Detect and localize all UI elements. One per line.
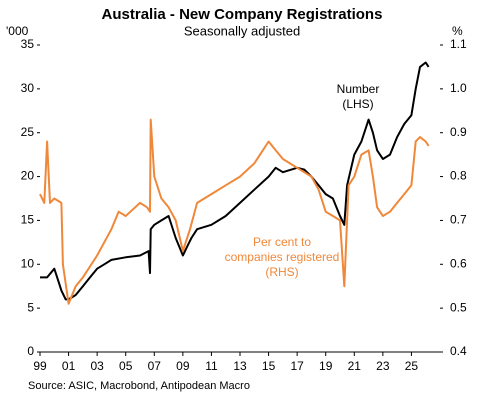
x-tick-label: 23 <box>376 359 390 373</box>
y-tick-label: 0 <box>27 344 34 358</box>
line-series <box>39 118 430 305</box>
y-tick-label: 15 <box>21 213 35 227</box>
x-tick-label: 01 <box>62 359 76 373</box>
y2-tick-label: 0.4 <box>450 344 467 358</box>
annotation: Number <box>337 82 380 96</box>
x-tick-label: 03 <box>90 359 104 373</box>
y2-tick-label: 0.9 <box>450 125 467 139</box>
source: Source: ASIC, Macrobond, Antipodean Macr… <box>28 380 250 392</box>
x-tick-label: 09 <box>176 359 190 373</box>
x-tick-label: 07 <box>148 359 162 373</box>
y2-tick-label: 1.1 <box>450 37 467 51</box>
chart-title: Australia - New Company Registrations <box>102 6 383 23</box>
y-tick-label: 10 <box>21 256 35 270</box>
x-tick-label: 15 <box>262 359 276 373</box>
y2-unit: % <box>452 24 463 38</box>
x-tick-label: 25 <box>405 359 419 373</box>
line-series <box>40 61 430 301</box>
y-tick-label: 5 <box>27 300 34 314</box>
annotation: companies registered <box>225 250 340 264</box>
y-tick-label: 20 <box>21 169 35 183</box>
x-tick-label: 05 <box>119 359 133 373</box>
x-tick-label: 99 <box>33 359 47 373</box>
annotation: (RHS) <box>265 265 298 279</box>
y-tick-label: 25 <box>21 125 35 139</box>
x-tick-label: 17 <box>290 359 304 373</box>
x-tick-label: 19 <box>319 359 333 373</box>
y2-tick-label: 0.7 <box>450 213 467 227</box>
x-tick-label: 21 <box>348 359 362 373</box>
y-tick-label: 30 <box>21 81 35 95</box>
x-tick-label: 11 <box>205 359 218 373</box>
annotation: (LHS) <box>342 97 373 111</box>
y-unit: '000 <box>6 24 29 38</box>
y-tick-label: 35 <box>21 37 35 51</box>
y2-tick-label: 1.0 <box>450 81 467 95</box>
y2-tick-label: 0.8 <box>450 169 467 183</box>
y2-tick-label: 0.5 <box>450 300 467 314</box>
x-tick-label: 13 <box>233 359 247 373</box>
annotation: Per cent to <box>253 235 311 249</box>
chart-subtitle: Seasonally adjusted <box>184 23 300 38</box>
y2-tick-label: 0.6 <box>450 256 467 270</box>
